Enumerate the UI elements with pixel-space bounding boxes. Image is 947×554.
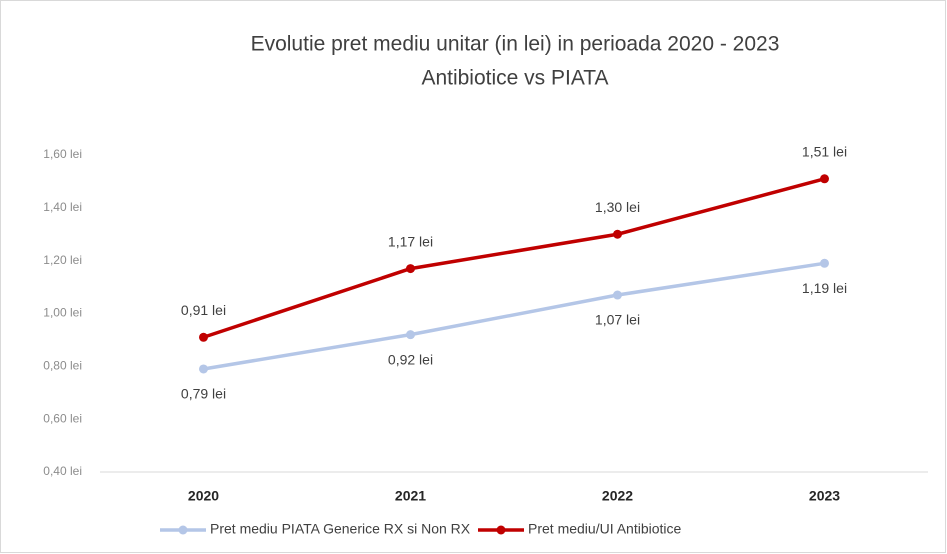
y-tick-label: 0,60 lei [43, 411, 82, 425]
y-tick-label: 1,40 lei [43, 200, 82, 214]
data-label: 0,92 lei [388, 351, 433, 367]
y-tick-label: 1,60 lei [43, 147, 82, 161]
x-tick-label: 2022 [602, 488, 633, 504]
data-point [820, 174, 829, 184]
x-tick-label: 2020 [188, 488, 219, 504]
data-point [406, 330, 415, 340]
legend-marker [496, 525, 506, 535]
data-label: 0,91 lei [181, 302, 226, 318]
data-label: 1,51 lei [802, 143, 847, 159]
y-tick-label: 1,00 lei [43, 306, 82, 320]
data-point [199, 364, 208, 374]
x-tick-label: 2021 [395, 488, 426, 504]
data-point [199, 332, 208, 342]
data-point [406, 264, 415, 274]
y-tick-label: 0,80 lei [43, 359, 82, 373]
data-point [613, 229, 622, 239]
data-label: 1,19 lei [802, 280, 847, 296]
x-tick-label: 2023 [809, 488, 840, 504]
data-label: 1,17 lei [388, 233, 433, 249]
legend-label: Pret mediu/UI Antibiotice [528, 521, 682, 537]
series-line [202, 177, 825, 339]
y-tick-label: 1,20 lei [43, 253, 82, 267]
data-label: 1,30 lei [595, 199, 640, 215]
chart-subtitle: Antibiotice vs PIATA [421, 67, 608, 90]
legend-marker [178, 525, 188, 535]
data-label: 0,79 lei [181, 386, 226, 402]
data-label: 1,07 lei [595, 312, 640, 328]
series-line [203, 261, 825, 371]
chart-title: Evolutie pret mediu unitar (in lei) in p… [251, 33, 780, 56]
data-point [820, 258, 829, 268]
data-point [613, 290, 622, 300]
y-tick-label: 0,40 lei [43, 464, 82, 478]
legend-label: Pret mediu PIATA Generice RX si Non RX [210, 521, 471, 537]
